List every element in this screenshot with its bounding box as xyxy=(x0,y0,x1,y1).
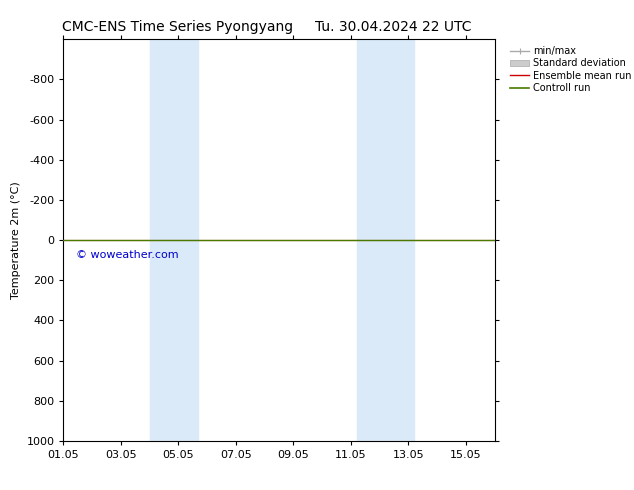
Bar xyxy=(356,39,414,441)
Legend: min/max, Standard deviation, Ensemble mean run, Controll run: min/max, Standard deviation, Ensemble me… xyxy=(508,44,634,95)
Bar xyxy=(150,39,198,441)
Text: Tu. 30.04.2024 22 UTC: Tu. 30.04.2024 22 UTC xyxy=(315,20,471,34)
Text: CMC-ENS Time Series Pyongyang: CMC-ENS Time Series Pyongyang xyxy=(62,20,293,34)
Y-axis label: Temperature 2m (°C): Temperature 2m (°C) xyxy=(11,181,21,299)
Text: © woweather.com: © woweather.com xyxy=(76,250,179,260)
